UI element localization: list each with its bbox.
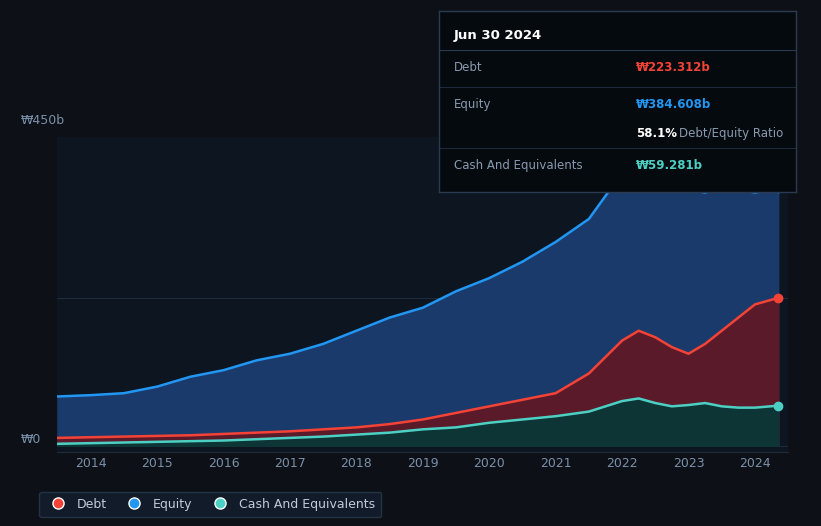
Legend: Debt, Equity, Cash And Equivalents: Debt, Equity, Cash And Equivalents xyxy=(39,492,381,517)
Text: Jun 30 2024: Jun 30 2024 xyxy=(453,28,542,42)
Text: Cash And Equivalents: Cash And Equivalents xyxy=(453,159,582,173)
Text: ₩384.608b: ₩384.608b xyxy=(635,98,711,110)
Text: 58.1%: 58.1% xyxy=(635,127,677,140)
Text: Debt/Equity Ratio: Debt/Equity Ratio xyxy=(678,127,782,140)
Text: ₩59.281b: ₩59.281b xyxy=(635,159,703,173)
Text: ₩450b: ₩450b xyxy=(21,114,65,127)
Text: ₩223.312b: ₩223.312b xyxy=(635,62,710,74)
Text: ₩0: ₩0 xyxy=(21,433,41,446)
Text: Equity: Equity xyxy=(453,98,491,110)
Text: Debt: Debt xyxy=(453,62,482,74)
